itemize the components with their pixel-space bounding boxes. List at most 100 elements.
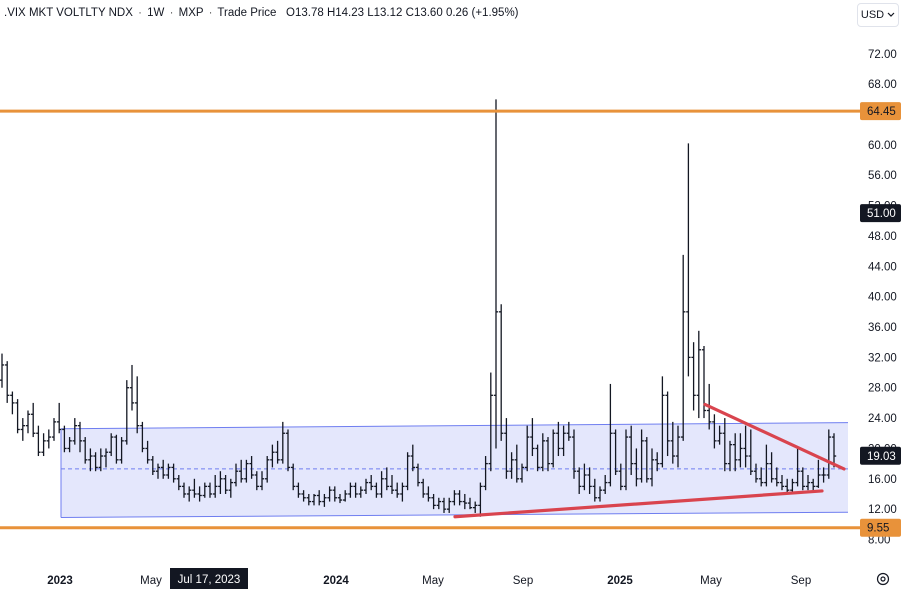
ohlc-bar bbox=[759, 467, 764, 487]
ohlc-bar bbox=[556, 421, 561, 457]
ohlc-bar bbox=[603, 475, 608, 494]
ohlc-bar bbox=[649, 448, 655, 487]
ohlc-bar bbox=[655, 452, 660, 472]
ohlc-bar bbox=[592, 478, 597, 502]
ohlc-bar bbox=[561, 425, 566, 457]
price-labels: 64.45 51.00 19.03 9.55 bbox=[860, 102, 901, 537]
ohlc-bar bbox=[811, 478, 816, 491]
ohlc-bar bbox=[748, 429, 753, 476]
ohlc-bar bbox=[582, 463, 587, 491]
ohlc-bar bbox=[831, 433, 837, 468]
ohlc-bar bbox=[405, 452, 410, 491]
ohlc-bar bbox=[717, 425, 722, 445]
interval[interactable]: 1W bbox=[147, 7, 165, 19]
price-label-bg bbox=[860, 446, 901, 465]
time-tick-label: May bbox=[700, 575, 722, 587]
ohlc-bar bbox=[436, 497, 441, 510]
ohlc-bar bbox=[545, 437, 551, 472]
channel-top-line bbox=[60, 422, 849, 430]
price-label: 64.45 bbox=[860, 102, 901, 121]
ohlc-bar bbox=[519, 463, 525, 483]
price-type: Trade Price bbox=[217, 7, 277, 19]
resistance-trendline bbox=[703, 402, 846, 471]
ohlc-bar bbox=[20, 418, 25, 441]
ohlc-bar bbox=[499, 304, 504, 441]
ohlc-bar bbox=[639, 429, 644, 483]
ohlc-bar bbox=[275, 440, 280, 464]
ohlc-bar bbox=[353, 482, 358, 498]
price-tick-label: 40.00 bbox=[868, 292, 897, 304]
ohlc-bar bbox=[10, 391, 15, 415]
price-label: 19.03 bbox=[860, 446, 901, 465]
drawing-lines[interactable] bbox=[0, 109, 862, 530]
ohlc-bar bbox=[795, 448, 800, 487]
ohlc-bar bbox=[83, 437, 88, 464]
price-tick-label: 44.00 bbox=[868, 261, 897, 273]
price-label-bg bbox=[860, 518, 901, 537]
ohlc-bar bbox=[62, 425, 67, 453]
ohlc-bar bbox=[41, 433, 46, 457]
ohlc-bar bbox=[473, 501, 478, 513]
price-tick-label: 36.00 bbox=[868, 322, 897, 334]
ohlc-bar bbox=[577, 467, 582, 494]
close-value: C13.60 bbox=[405, 7, 443, 19]
ohlc-bar bbox=[670, 421, 675, 464]
ohlc-bar bbox=[327, 486, 332, 502]
parallel-channel[interactable] bbox=[60, 422, 849, 519]
time-axis[interactable]: 2023 May 2024 May Sep 2025 May Sep Jul 17, 2023 bbox=[47, 568, 811, 589]
ohlc-bar bbox=[119, 437, 124, 464]
ohlc-bar bbox=[686, 143, 691, 377]
price-tick-label: 12.00 bbox=[868, 504, 897, 516]
price-tick-label: 16.00 bbox=[868, 474, 897, 486]
ohlc-bar bbox=[176, 475, 181, 491]
chart-header: .VIX MKT VOLTLTY NDX · 1W · MXP · Trade … bbox=[4, 7, 519, 19]
ohlc-bar bbox=[644, 437, 649, 483]
low-value: L13.12 bbox=[367, 7, 403, 19]
ohlc-bar bbox=[384, 467, 389, 491]
crosshair-date-label: Jul 17, 2023 bbox=[170, 568, 248, 589]
ohlc-bar bbox=[67, 437, 72, 453]
ohlc-bar bbox=[244, 459, 249, 483]
ohlc-bar bbox=[779, 475, 785, 491]
ohlc-bar bbox=[280, 421, 285, 464]
ohlc-bar bbox=[478, 482, 483, 517]
change-value: 0.26 (+1.95%) bbox=[445, 7, 519, 19]
ohlc-bar bbox=[296, 482, 301, 498]
time-tick-label: May bbox=[140, 575, 162, 587]
ohlc-bar bbox=[114, 434, 119, 464]
chevron-down-icon bbox=[887, 12, 895, 17]
exchange: MXP bbox=[178, 7, 204, 19]
gear-icon[interactable] bbox=[875, 571, 891, 587]
symbol[interactable]: .VIX bbox=[4, 7, 26, 19]
price-axis[interactable]: 72.0068.0064.0060.0056.0052.0048.0044.00… bbox=[868, 49, 897, 547]
time-tick-label: Sep bbox=[791, 575, 811, 587]
ohlc-bar bbox=[5, 361, 10, 403]
currency-selector[interactable]: USD bbox=[857, 3, 899, 27]
ohlc-bar bbox=[337, 493, 343, 504]
ohlc-bar bbox=[613, 429, 618, 476]
ohlc-bar bbox=[540, 433, 545, 472]
ohlc-bar bbox=[509, 452, 514, 479]
ohlc-bar bbox=[129, 364, 135, 411]
time-tick-label: 2024 bbox=[323, 575, 349, 587]
ohlc-bar bbox=[181, 482, 187, 498]
ohlc-bar bbox=[332, 486, 337, 502]
ohlc-bar bbox=[31, 402, 36, 438]
ohlc-bar bbox=[727, 440, 733, 472]
ohlc-bar bbox=[228, 478, 233, 498]
ohlc-bar bbox=[306, 493, 311, 506]
ohlc-bar bbox=[291, 463, 296, 491]
ohlc-bar bbox=[597, 486, 603, 502]
separator-dot: · bbox=[169, 7, 174, 19]
ohlc-bar bbox=[660, 376, 665, 468]
separator-dot: · bbox=[208, 7, 213, 19]
currency-label: USD bbox=[860, 9, 885, 21]
ohlc-bar bbox=[285, 429, 291, 472]
ohlc-bar bbox=[629, 425, 634, 476]
ohlc-bar bbox=[400, 482, 405, 502]
ohlc-bar bbox=[483, 456, 488, 491]
separator-dot: · bbox=[138, 7, 142, 19]
ohlc-bar bbox=[379, 471, 384, 498]
ohlc-bar bbox=[821, 467, 826, 483]
